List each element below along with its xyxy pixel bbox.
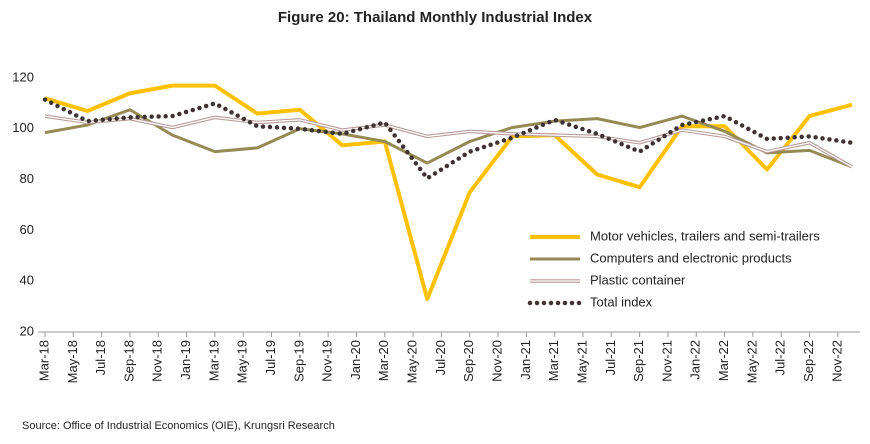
x-tick-label: Jul-20	[433, 340, 448, 375]
x-tick-label: Nov-22	[829, 340, 844, 382]
legend-label: Motor vehicles, trailers and semi-traile…	[590, 228, 820, 243]
x-tick-label: Sep-21	[631, 340, 646, 382]
x-tick-label: Nov-18	[150, 340, 165, 382]
x-tick-label: May-18	[65, 340, 80, 383]
x-tick-label: Jan-22	[688, 340, 703, 380]
series-line	[44, 114, 853, 169]
legend-label: Computers and electronic products	[590, 250, 792, 265]
chart-title: Figure 20: Thailand Monthly Industrial I…	[278, 9, 593, 26]
x-tick-label: Jul-21	[603, 340, 618, 375]
x-tick-label: May-21	[574, 340, 589, 383]
x-tick-label: May-20	[405, 340, 420, 383]
x-tick-label: Nov-19	[320, 340, 335, 382]
x-tick-label: Jul-22	[773, 340, 788, 375]
legend-label: Plastic container	[590, 272, 686, 287]
series-line	[44, 83, 853, 301]
series-line	[44, 108, 853, 169]
x-tick-label: Sep-22	[801, 340, 816, 382]
x-tick-label: Jan-21	[518, 340, 533, 380]
y-tick-label: 60	[20, 222, 34, 237]
x-tick-label: Sep-20	[461, 340, 476, 382]
x-tick-label: Mar-18	[36, 340, 51, 381]
x-tick-label: Nov-21	[659, 340, 674, 382]
x-tick-label: Sep-19	[291, 340, 306, 382]
x-tick-label: Jan-19	[178, 340, 193, 380]
y-tick-label: 80	[20, 171, 34, 186]
series-line-inner	[44, 115, 853, 168]
series-line	[42, 97, 855, 181]
y-tick-label: 100	[12, 120, 34, 135]
x-tick-label: Mar-20	[376, 340, 391, 381]
x-tick-label: Jul-18	[93, 340, 108, 375]
x-tick-label: May-19	[235, 340, 250, 383]
x-tick-label: Sep-18	[121, 340, 136, 382]
y-tick-label: 20	[20, 323, 34, 338]
x-tick-label: May-22	[744, 340, 759, 383]
legend-label: Total index	[590, 294, 653, 309]
x-tick-label: Nov-20	[489, 340, 504, 382]
x-tick-label: Jul-19	[263, 340, 278, 375]
source-note: Source: Office of Industrial Economics (…	[22, 420, 335, 432]
y-tick-label: 120	[12, 69, 34, 84]
y-tick-label: 40	[20, 273, 34, 288]
x-tick-label: Mar-19	[206, 340, 221, 381]
x-tick-label: Jan-20	[348, 340, 363, 380]
x-tick-label: Mar-22	[716, 340, 731, 381]
x-tick-label: Mar-21	[546, 340, 561, 381]
